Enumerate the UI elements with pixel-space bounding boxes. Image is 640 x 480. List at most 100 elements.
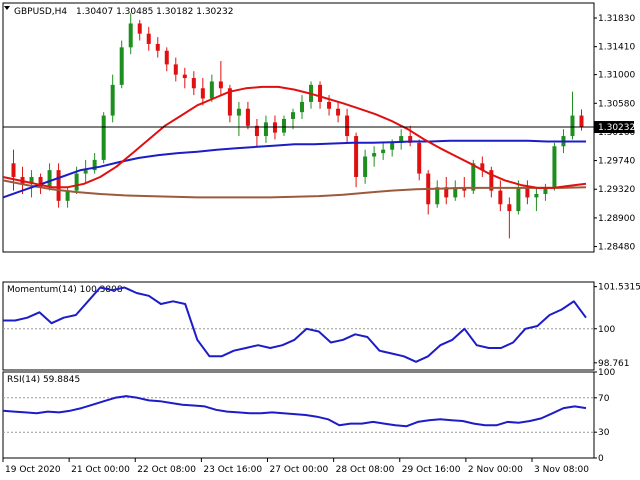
momentum-line: [3, 286, 587, 363]
candle-body[interactable]: [579, 115, 584, 128]
candle-body[interactable]: [408, 136, 413, 143]
candle-body[interactable]: [56, 170, 61, 201]
candle-body[interactable]: [381, 149, 386, 154]
candle-body[interactable]: [444, 187, 449, 198]
candle-body[interactable]: [318, 84, 323, 102]
candle-body[interactable]: [480, 163, 485, 171]
candle-body[interactable]: [191, 78, 196, 89]
rsi-line: [2, 395, 587, 428]
x-tick-label: 27 Oct 00:00: [270, 465, 329, 475]
candle-body[interactable]: [507, 204, 512, 212]
symbol-label: GBPUSD,H4: [14, 7, 67, 17]
chart-header: GBPUSD,H4 1.30407 1.30485 1.30182 1.3023…: [4, 6, 233, 17]
candle-body[interactable]: [363, 156, 368, 177]
candle-body[interactable]: [354, 136, 359, 177]
candle-body[interactable]: [209, 81, 214, 99]
price-panel[interactable]: 1.318301.314101.310001.305801.301601.297…: [2, 2, 635, 253]
candle-body[interactable]: [263, 122, 268, 137]
y-tick-label: 98.761: [598, 359, 630, 369]
panel-frame: [2, 281, 595, 371]
x-tick-label: 2 Nov 00:00: [468, 465, 523, 475]
candle-body[interactable]: [552, 146, 557, 188]
candle-body[interactable]: [498, 190, 503, 205]
current-price-label: 1.30232: [598, 123, 635, 133]
y-tick-label: 1.30580: [598, 99, 635, 109]
y-tick-label: 1.31410: [598, 43, 635, 53]
y-tick-label: 70: [598, 394, 610, 404]
candle-body[interactable]: [236, 108, 241, 116]
x-tick-label: 28 Oct 08:00: [336, 465, 395, 475]
x-tick-label: 23 Oct 16:00: [203, 465, 262, 475]
y-tick-label: 1.29740: [598, 157, 635, 167]
y-tick-label: 1.29320: [598, 185, 635, 195]
candle-body[interactable]: [173, 64, 178, 75]
candle-body[interactable]: [390, 142, 395, 150]
x-tick-label: 19 Oct 2020: [5, 465, 61, 475]
candle-body[interactable]: [525, 187, 530, 198]
candle-body[interactable]: [92, 159, 97, 171]
candle-body[interactable]: [29, 176, 34, 184]
candle-body[interactable]: [38, 176, 43, 188]
candle-body[interactable]: [254, 125, 259, 137]
time-axis: 19 Oct 2020 21 Oct 00:00 22 Oct 08:00 23 Oc…: [2, 458, 589, 475]
y-tick-label: 100: [598, 325, 615, 335]
y-tick-label: 101.5315: [598, 283, 640, 293]
candle-body[interactable]: [300, 101, 305, 113]
candle-body[interactable]: [155, 43, 160, 51]
candle-body[interactable]: [83, 170, 88, 174]
x-tick-label: 21 Oct 00:00: [71, 465, 130, 475]
candle-body[interactable]: [345, 115, 350, 137]
x-tick-label: 22 Oct 08:00: [137, 465, 196, 475]
candle-body[interactable]: [372, 153, 377, 157]
candle-body[interactable]: [74, 173, 79, 191]
y-tick-label: 1.31830: [598, 14, 635, 24]
ma-fast-line: [2, 85, 587, 189]
candle-body[interactable]: [146, 33, 151, 44]
y-tick-label: 0: [598, 454, 604, 464]
candle-body[interactable]: [543, 187, 548, 195]
candle-body[interactable]: [218, 81, 223, 89]
candle-body[interactable]: [65, 190, 70, 201]
candle-body[interactable]: [399, 136, 404, 143]
candle-body[interactable]: [47, 170, 52, 188]
candle-body[interactable]: [227, 88, 232, 116]
candle-body[interactable]: [453, 187, 458, 198]
candle-body[interactable]: [327, 101, 332, 109]
candle-body[interactable]: [336, 108, 341, 116]
candle-body[interactable]: [570, 115, 575, 137]
candle-body[interactable]: [516, 187, 521, 212]
candle-body[interactable]: [471, 163, 476, 191]
candle-body[interactable]: [101, 115, 106, 160]
candle-body[interactable]: [128, 23, 133, 48]
candle-body[interactable]: [200, 88, 205, 99]
ohlc-label: 1.30407 1.30485 1.30182 1.30232: [76, 7, 233, 17]
current-price-badge: [594, 121, 634, 134]
candle-body[interactable]: [290, 112, 295, 119]
indicator-title: RSI(14) 59.8845: [7, 375, 80, 385]
y-tick-label: 100: [598, 368, 615, 378]
y-tick-label: 1.28480: [598, 243, 635, 253]
candle-body[interactable]: [137, 23, 142, 34]
candle-body[interactable]: [110, 84, 115, 116]
candle-body[interactable]: [417, 142, 422, 174]
x-tick-label: 29 Oct 16:00: [402, 465, 461, 475]
candle-body[interactable]: [245, 108, 250, 126]
y-tick-label: 1.31000: [598, 71, 635, 81]
x-tick-label: 3 Nov 08:00: [534, 465, 589, 475]
candle-body[interactable]: [11, 163, 16, 177]
ma-slow-line: [2, 179, 587, 199]
candle-body[interactable]: [489, 170, 494, 191]
candle-body[interactable]: [534, 194, 539, 198]
triangle-down-icon[interactable]: [4, 6, 10, 10]
candle-body[interactable]: [119, 47, 124, 85]
ma-mid-line: [2, 139, 586, 199]
candle-body[interactable]: [164, 50, 169, 65]
candle-body[interactable]: [182, 74, 187, 79]
candle-body[interactable]: [281, 118, 286, 133]
y-tick-label: 1.28900: [598, 214, 635, 224]
candle-body[interactable]: [435, 187, 440, 205]
momentum-panel[interactable]: 101.5315 100 98.761 Momentum(14) 100.3808: [2, 281, 640, 371]
rsi-panel[interactable]: 100 70 30 0 RSI(14) 59.8845: [2, 368, 615, 464]
y-tick-label: 30: [598, 428, 610, 438]
